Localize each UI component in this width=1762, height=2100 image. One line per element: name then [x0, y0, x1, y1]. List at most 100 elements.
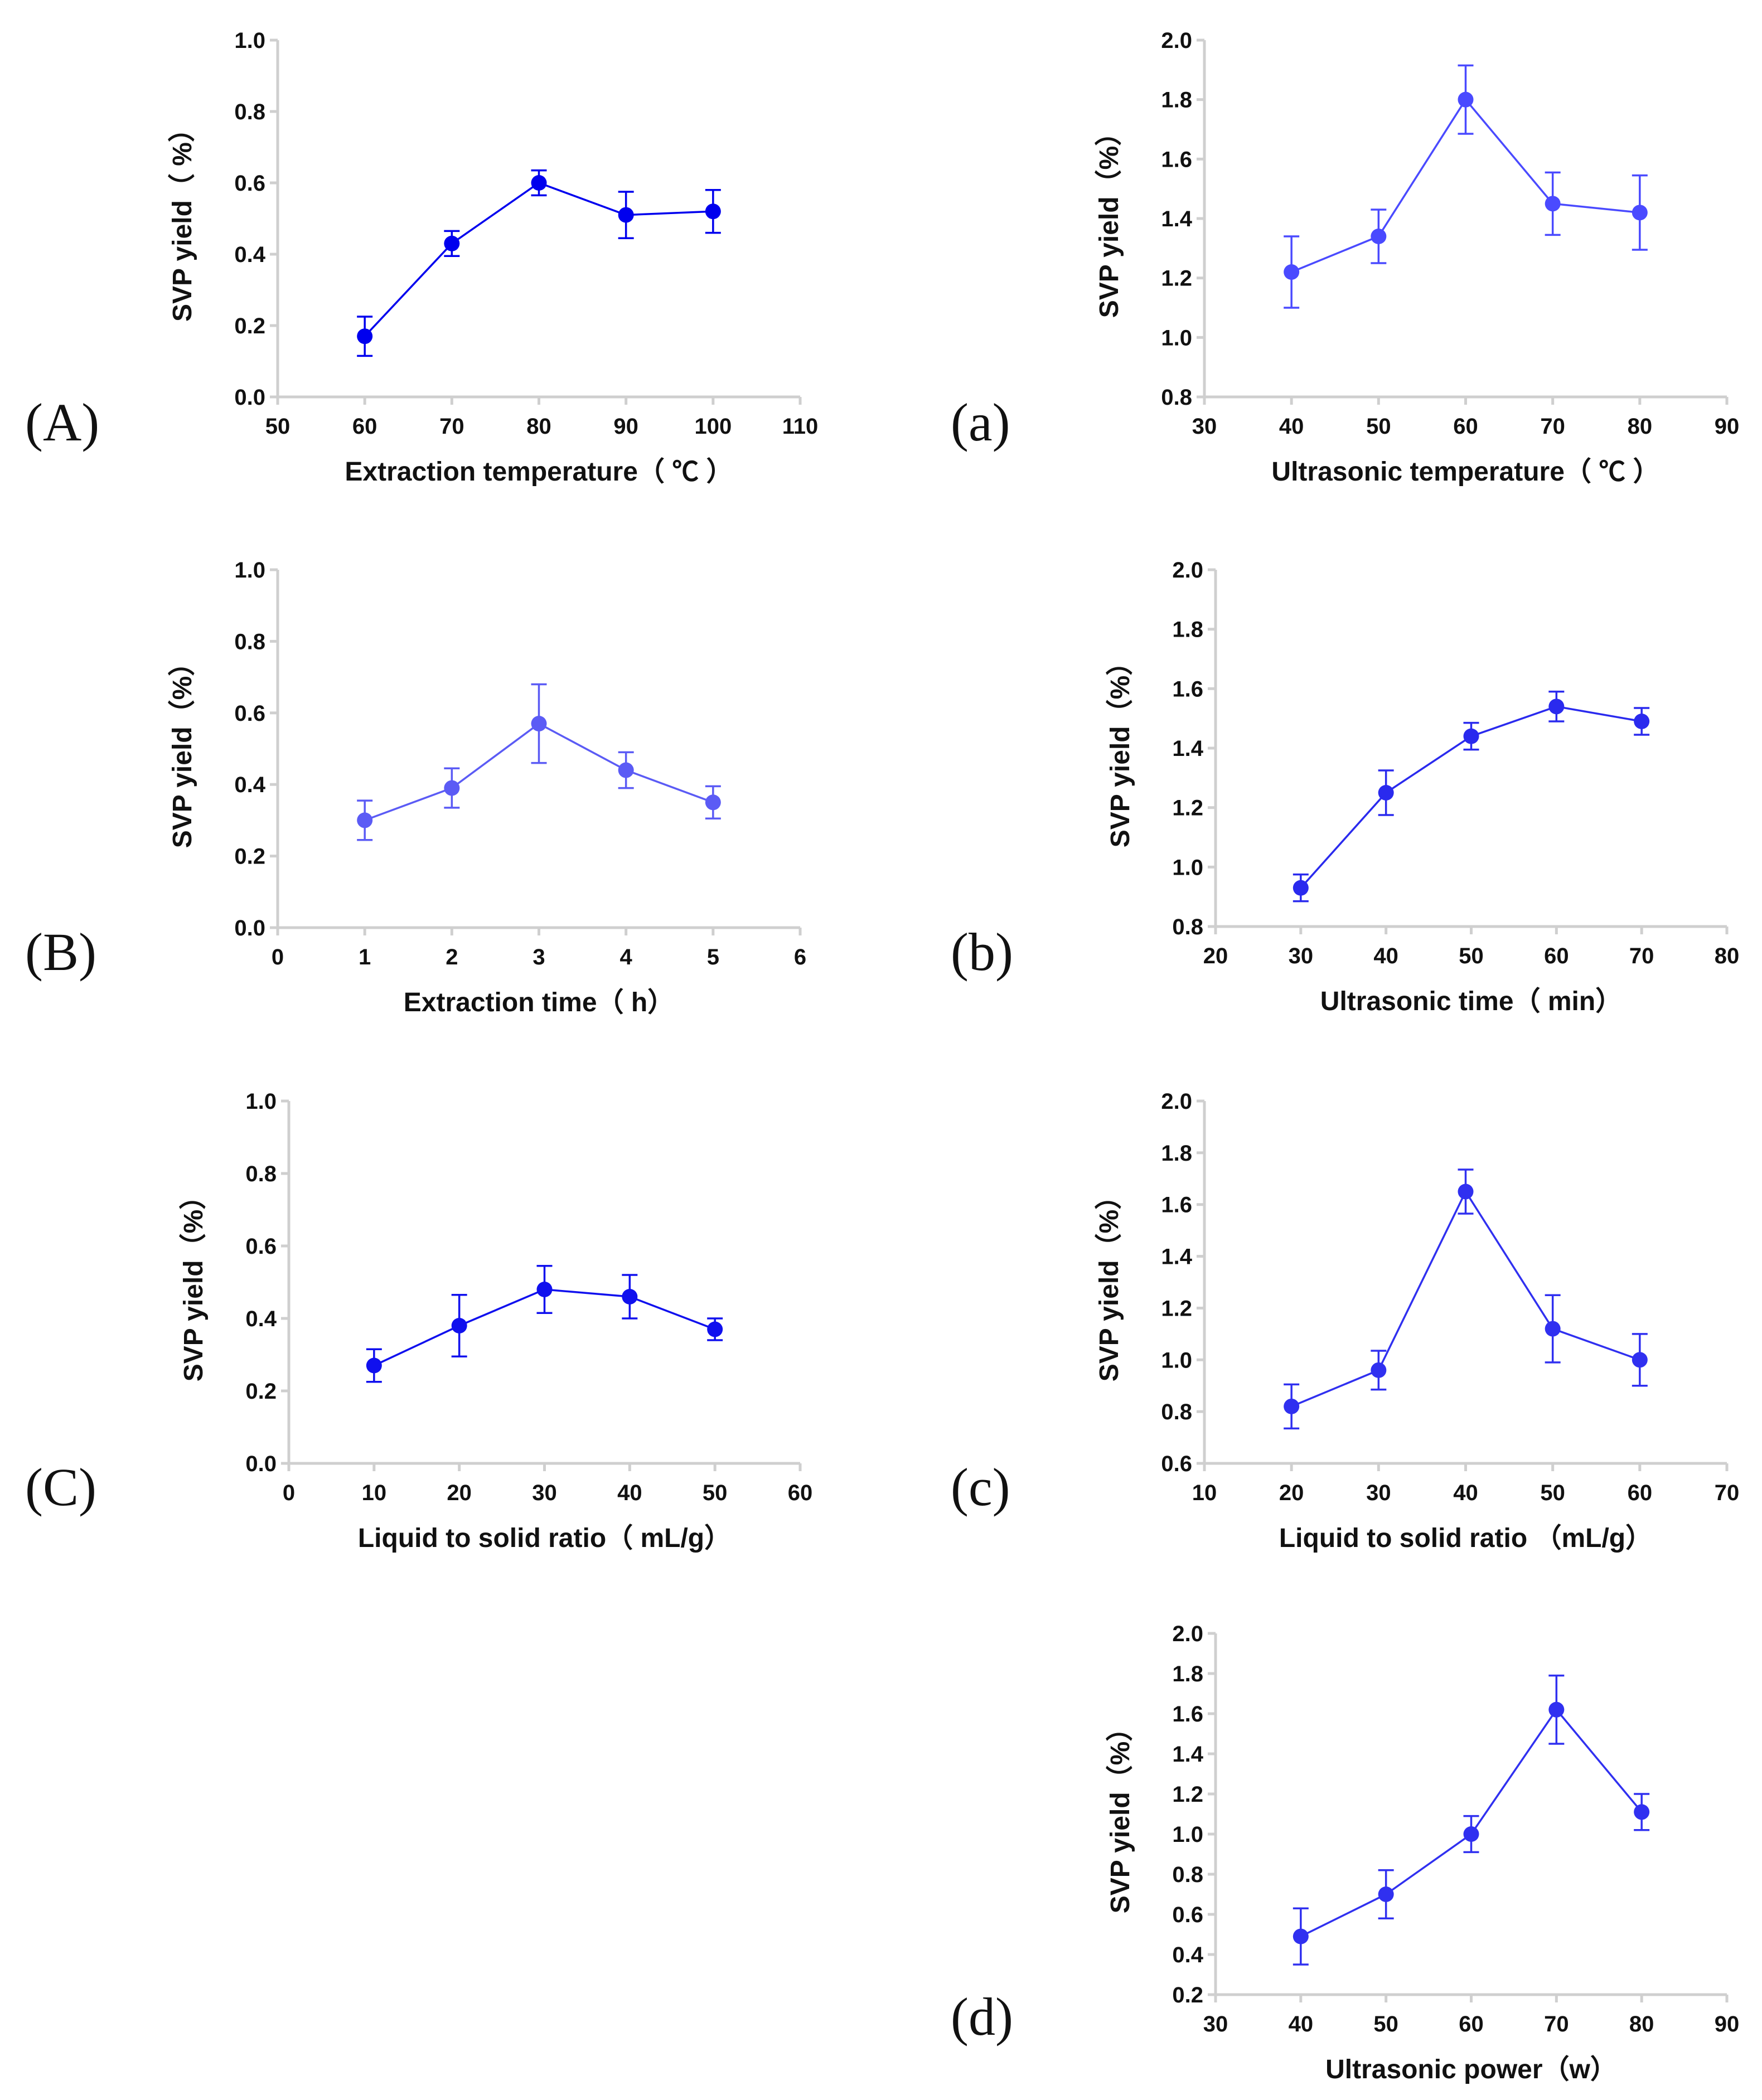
x-tick-label: 110	[782, 414, 819, 439]
x-tick-label: 80	[526, 414, 551, 439]
y-tick-label: 1.4	[1161, 207, 1192, 231]
y-tick-label: 0.6	[234, 701, 265, 726]
data-point	[1545, 1321, 1561, 1337]
data-point	[618, 207, 634, 223]
x-tick-label: 6	[794, 945, 806, 969]
chart-panel-c: 0.6 0.8 1.0 1.2 1.4 1.6 1.8 2.0 10 20 30 40 50 60 70 Li…	[951, 1089, 1739, 1553]
panel-label: (c)	[951, 1457, 1010, 1517]
x-axis-title: Ultrasonic time（ min）	[1320, 987, 1622, 1016]
x-tick-label: 20	[447, 1481, 472, 1505]
y-tick-label: 0.8	[1172, 915, 1203, 939]
panel-label: (a)	[951, 392, 1010, 452]
y-tick-label: 1.0	[1161, 326, 1192, 350]
y-tick-label: 1.2	[1172, 796, 1203, 821]
y-tick-label: 0.2	[234, 314, 265, 338]
x-tick-label: 30	[1203, 2012, 1228, 2036]
data-point	[707, 1321, 723, 1337]
x-tick-label: 50	[703, 1481, 728, 1505]
data-point	[1284, 264, 1300, 280]
data-point	[531, 175, 547, 191]
x-tick-label: 40	[1289, 2012, 1314, 2036]
y-axis-title: SVP yield（%）	[1095, 119, 1124, 318]
y-axis-title: SVP yield（%）	[1106, 649, 1135, 848]
x-tick-label: 10	[362, 1481, 387, 1505]
y-tick-label: 0.6	[234, 171, 265, 196]
y-tick-label: 1.4	[1172, 736, 1203, 761]
y-tick-label: 0.4	[1172, 1943, 1203, 1967]
y-tick-label: 1.2	[1172, 1782, 1203, 1807]
x-tick-label: 70	[439, 414, 464, 439]
data-point	[444, 780, 460, 796]
x-tick-label: 70	[1715, 1481, 1740, 1505]
data-point	[1632, 1352, 1648, 1368]
panel-label: (b)	[951, 922, 1013, 982]
y-tick-label: 1.0	[234, 28, 265, 53]
x-tick-label: 60	[1459, 2012, 1484, 2036]
y-tick-label: 1.6	[1172, 1702, 1203, 1726]
x-axis-title: Extraction time（ h）	[404, 988, 674, 1017]
x-tick-label: 30	[1289, 944, 1314, 968]
chart-panel-C: 0.0 0.2 0.4 0.6 0.8 1.0 0 10 20 30 40 50 60 Liquid to…	[25, 1089, 812, 1553]
y-tick-label: 0.8	[1161, 1400, 1192, 1424]
y-tick-label: 0.6	[1161, 1452, 1192, 1476]
data-point	[357, 328, 373, 345]
y-tick-label: 1.2	[1161, 266, 1192, 291]
x-tick-label: 80	[1629, 2012, 1654, 2036]
y-tick-label: 2.0	[1172, 558, 1203, 583]
x-tick-label: 60	[1544, 944, 1569, 968]
y-tick-label: 1.8	[1172, 618, 1203, 642]
data-point	[1378, 1886, 1394, 1902]
data-point	[1293, 1928, 1309, 1944]
data-point	[366, 1357, 382, 1374]
data-point	[1463, 1826, 1479, 1842]
data-point	[1634, 1804, 1650, 1820]
x-tick-label: 30	[1366, 1481, 1391, 1505]
data-point	[444, 235, 460, 251]
y-tick-label: 2.0	[1161, 28, 1192, 53]
y-tick-label: 1.4	[1161, 1245, 1192, 1269]
y-axis-title: SVP yield（ %）	[168, 115, 197, 322]
data-point	[451, 1318, 467, 1333]
y-tick-label: 1.8	[1172, 1662, 1203, 1686]
y-tick-label: 2.0	[1172, 1622, 1203, 1646]
y-tick-label: 0.8	[245, 1162, 277, 1186]
y-tick-label: 1.0	[1161, 1348, 1192, 1372]
y-tick-label: 0.0	[234, 916, 265, 940]
x-tick-label: 60	[352, 414, 377, 439]
y-tick-label: 0.4	[234, 243, 265, 267]
data-point	[1548, 699, 1565, 715]
y-tick-label: 0.0	[245, 1452, 277, 1476]
panel-label: (B)	[25, 922, 96, 982]
y-tick-label: 1.0	[1172, 855, 1203, 880]
x-tick-label: 1	[359, 945, 371, 969]
x-tick-label: 60	[1628, 1481, 1653, 1505]
data-point	[1458, 91, 1474, 108]
panel-label: (d)	[951, 1987, 1013, 2046]
data-point	[705, 794, 721, 811]
x-tick-label: 20	[1203, 944, 1228, 968]
y-tick-label: 0.2	[1172, 1983, 1203, 2007]
x-axis-title: Liquid to solid ratio（ mL/g）	[358, 1524, 731, 1553]
x-tick-label: 2	[446, 945, 458, 969]
data-point	[1632, 205, 1648, 221]
series-line	[364, 182, 713, 337]
y-tick-label: 1.0	[1172, 1822, 1203, 1847]
x-axis-title: Ultrasonic power（w）	[1325, 2055, 1617, 2084]
y-tick-label: 0.2	[245, 1379, 277, 1404]
x-tick-label: 50	[265, 414, 291, 439]
y-tick-label: 0.8	[234, 629, 265, 654]
data-point	[622, 1289, 638, 1304]
x-axis-title: Extraction temperature（ ℃ ）	[345, 457, 733, 487]
data-point	[1371, 1362, 1387, 1378]
data-point	[1378, 785, 1394, 801]
series-line	[1291, 1189, 1640, 1408]
x-tick-label: 4	[620, 945, 633, 969]
x-tick-label: 70	[1540, 414, 1565, 439]
y-tick-label: 1.8	[1161, 1141, 1192, 1166]
x-tick-label: 100	[694, 414, 732, 439]
x-tick-label: 3	[533, 945, 545, 969]
panel-label: (A)	[25, 392, 99, 452]
x-tick-label: 40	[1279, 414, 1304, 439]
chart-panel-B: 0.0 0.2 0.4 0.6 0.8 1.0 0 1 2 3 4 5 6 Extraction time…	[25, 558, 806, 1017]
y-tick-label: 0.4	[234, 773, 265, 797]
